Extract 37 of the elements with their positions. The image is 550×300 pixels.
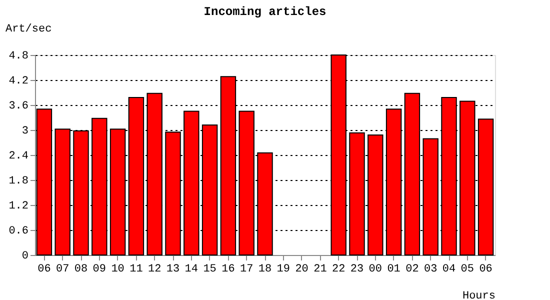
x-tick-label: 11 [130, 264, 144, 276]
y-tick-label: 0 [22, 250, 28, 262]
x-tick-label: 04 [442, 264, 456, 276]
x-axis-title: Hours [462, 290, 496, 300]
chart-title: Incoming articles [204, 5, 326, 19]
x-tick-label: 00 [368, 264, 382, 276]
x-tick-label: 01 [387, 264, 401, 276]
x-tick-label: 21 [314, 264, 328, 276]
x-tick-label: 07 [56, 264, 70, 276]
y-tick-label: 1.8 [8, 176, 28, 188]
x-tick-label: 16 [222, 264, 235, 276]
y-tick-label: 3.6 [8, 100, 28, 112]
x-tick-label: 10 [111, 264, 124, 276]
x-tick-label: 23 [350, 264, 364, 276]
x-tick-label: 14 [184, 264, 198, 276]
x-tick-label: 19 [276, 264, 290, 276]
y-tick-label: 0.6 [8, 226, 28, 238]
x-tick-label: 06 [38, 264, 51, 276]
x-tick-label: 06 [479, 264, 492, 276]
y-tick-label: 4.2 [8, 76, 28, 88]
y-tick-label: 1.2 [8, 200, 28, 212]
x-tick-label: 20 [295, 264, 308, 276]
y-tick-label: 2.4 [8, 150, 29, 162]
x-tick-label: 17 [240, 264, 254, 276]
x-tick-label: 13 [166, 264, 180, 276]
x-tick-label: 22 [332, 264, 346, 276]
x-tick-label: 08 [74, 264, 88, 276]
x-tick-label: 03 [424, 264, 438, 276]
x-tick-label: 12 [148, 264, 162, 276]
x-tick-label: 02 [406, 264, 419, 276]
x-tick-label: 09 [92, 264, 106, 276]
y-tick-label: 3 [22, 126, 28, 138]
x-tick-label: 18 [258, 264, 272, 276]
y-axis-title: Art/sec [6, 24, 52, 36]
y-tick-label: 4.8 [8, 50, 28, 62]
x-tick-label: 15 [203, 264, 216, 276]
x-tick-label: 05 [460, 264, 474, 276]
